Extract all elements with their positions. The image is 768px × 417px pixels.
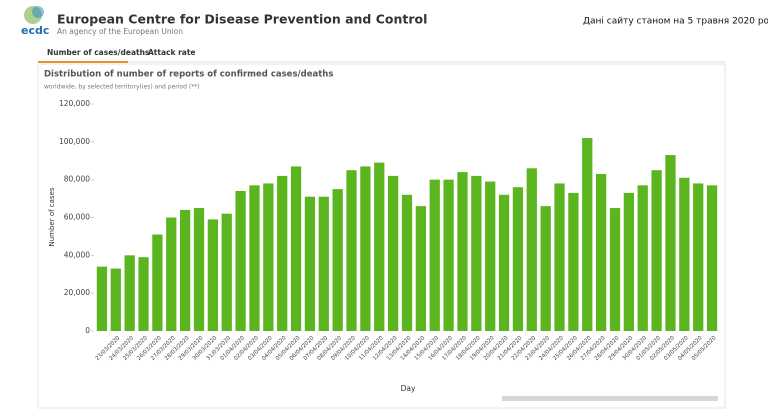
bar (277, 175, 288, 331)
bar (221, 213, 232, 331)
y-tick-label: 100,000 (59, 137, 90, 146)
bar (180, 209, 191, 331)
bar (290, 166, 302, 331)
bar (332, 189, 343, 331)
bar (540, 206, 551, 331)
panel (37, 63, 726, 409)
bar (609, 208, 621, 331)
bar (471, 175, 482, 331)
y-tick-label: 80,000 (64, 175, 90, 184)
y-tick-label: 60,000 (64, 213, 90, 222)
tab[interactable]: Number of cases/deaths (47, 48, 150, 57)
bar (679, 177, 690, 331)
bar (457, 172, 468, 331)
bar (235, 191, 246, 331)
bar (360, 166, 371, 331)
bar (263, 183, 274, 331)
bar (346, 170, 357, 331)
logo-text: ecdc (21, 24, 49, 37)
site-subtitle: An agency of the European Union (57, 27, 183, 36)
bar (512, 187, 524, 331)
bar (554, 183, 565, 331)
bar (706, 185, 718, 331)
y-tick-label: 20,000 (64, 288, 90, 297)
bar (138, 257, 149, 331)
bar (485, 181, 496, 331)
bar (429, 179, 440, 331)
tab[interactable]: Attack rate (148, 48, 196, 57)
bar (401, 194, 413, 331)
site-title: European Centre for Disease Prevention a… (57, 12, 427, 27)
bar (665, 155, 676, 331)
chart-subtitle: worldwide, by selected territory(ies) an… (44, 84, 199, 91)
bar (374, 162, 385, 331)
bar (568, 192, 579, 331)
logo: ecdc (21, 6, 49, 37)
bar (596, 173, 607, 331)
bar (96, 266, 108, 331)
bar (124, 255, 135, 331)
y-axis-label: Number of cases (48, 187, 56, 246)
bar (637, 185, 648, 331)
scrollbar[interactable] (502, 396, 718, 401)
bar (498, 194, 510, 331)
logo-mark (32, 6, 44, 18)
bar (166, 217, 177, 331)
y-tick-label: 40,000 (64, 250, 90, 259)
bar (623, 192, 634, 331)
x-axis-label: Day (401, 384, 416, 393)
bar (693, 183, 704, 331)
bar (249, 185, 260, 331)
date-note: Дані сайту станом на 5 травня 2020 року (583, 17, 768, 27)
y-tick-label: 0 (85, 326, 90, 335)
bar (415, 206, 426, 331)
bar (582, 138, 593, 331)
bar (110, 268, 121, 331)
chart-title: Distribution of number of reports of con… (44, 70, 333, 80)
y-tick-label: 120,000 (59, 99, 90, 108)
bar (526, 168, 537, 331)
bar (304, 196, 316, 331)
bar (207, 219, 218, 331)
bar (388, 175, 399, 331)
bar (318, 196, 329, 331)
bar (651, 170, 662, 331)
bar (152, 234, 163, 331)
bar (443, 179, 454, 331)
bar (193, 208, 205, 331)
